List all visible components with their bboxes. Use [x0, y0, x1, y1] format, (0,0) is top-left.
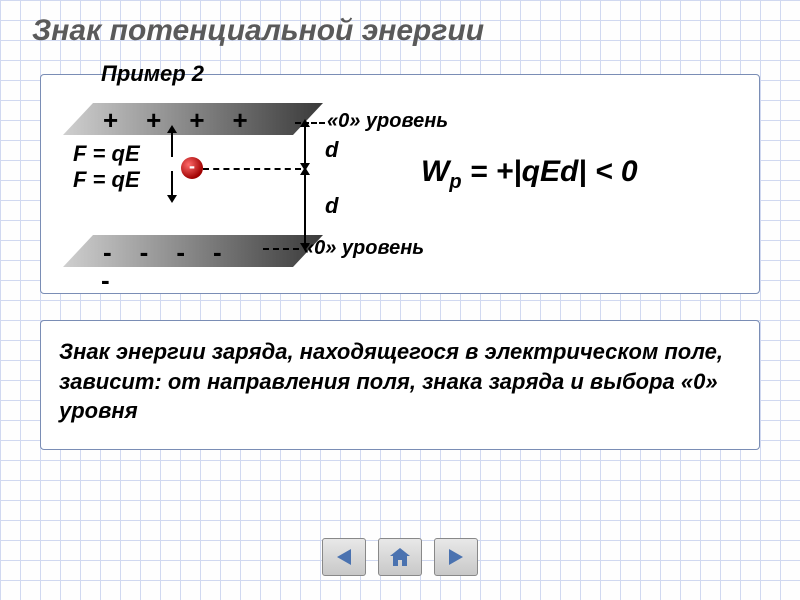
e-arrow-up [171, 131, 173, 157]
dash-bot [263, 248, 299, 250]
prev-button[interactable] [322, 538, 366, 576]
page-title: Знак потенциальной энергии [32, 14, 484, 48]
explanation-panel: Знак энергии заряда, находящегося в элек… [40, 320, 760, 450]
wp-w: W [421, 155, 449, 188]
home-button[interactable] [378, 538, 422, 576]
extra-minus: - [101, 265, 110, 296]
dash-mid [203, 168, 301, 170]
nav-bar [322, 538, 478, 576]
prev-icon [333, 547, 355, 567]
e-arrow-down [171, 171, 173, 197]
diagram-panel: Пример 2 ++++ ---- - «0» уровень «0» уро… [40, 74, 760, 294]
next-icon [445, 547, 467, 567]
zero-level-bot: «0» уровень [303, 237, 424, 260]
d-label-1: d [325, 137, 338, 163]
top-plate-signs: ++++ [103, 105, 276, 136]
bottom-plate-signs: ---- [103, 237, 250, 268]
charge-particle: - [181, 157, 203, 179]
example-number: 2 [192, 61, 204, 86]
zero-level-top: «0» уровень [327, 110, 448, 133]
force-eq-2: F = qE [73, 167, 140, 193]
explanation-text: Знак энергии заряда, находящегося в элек… [59, 337, 741, 426]
example-prefix: Пример [101, 61, 192, 86]
dim-arrow-d1 [304, 125, 306, 165]
next-button[interactable] [434, 538, 478, 576]
force-eq-1: F = qE [73, 141, 140, 167]
dim-arrow-d2 [304, 173, 306, 245]
d-label-2: d [325, 193, 338, 219]
wp-formula: Wp = +|qEd| < 0 [421, 155, 638, 194]
example-label: Пример 2 [101, 61, 204, 87]
wp-sub: p [449, 171, 461, 193]
wp-rhs: = +|qEd| < 0 [462, 155, 638, 188]
home-icon [388, 546, 412, 568]
